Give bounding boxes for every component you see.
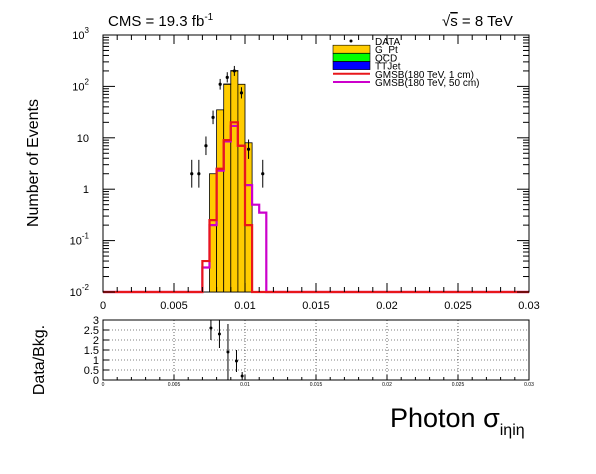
ratio-y-tick-label: 0: [93, 375, 99, 387]
x-tick-label: 0.005: [160, 300, 188, 312]
ratio-x-tick-label: 0.015: [310, 382, 323, 388]
data-point: [239, 87, 244, 99]
x-tick-label: 0: [100, 300, 106, 312]
svg-text:GMSB(180 TeV, 1 cm): GMSB(180 TeV, 1 cm): [375, 70, 474, 81]
legend-entry: DATA: [349, 37, 401, 48]
bar-g-pt: [223, 83, 232, 293]
y-tick-label: 10-2: [70, 283, 90, 299]
data-point: [246, 139, 251, 159]
ratio-x-tick-label: 0: [102, 382, 105, 388]
ratio-x-tick-label: 0.01: [240, 382, 250, 388]
signal-1cm-line: [103, 121, 529, 294]
ratio-y-tick-label: 2: [93, 335, 99, 347]
data-point: [197, 159, 201, 188]
ratio-point: [234, 350, 238, 372]
y-tick-label: 10: [77, 133, 89, 145]
data-point: [204, 136, 208, 156]
ratio-y-tick-label: 1: [93, 355, 99, 367]
data-point: [232, 65, 236, 76]
signal-50cm-line: [103, 124, 529, 294]
y-tick-label: 103: [72, 26, 89, 42]
data-point: [211, 110, 215, 125]
ratio-x-tick-label: 0.025: [452, 382, 465, 388]
ratio-point: [209, 320, 213, 340]
svg-text:GMSB(180 TeV, 50 cm): GMSB(180 TeV, 50 cm): [375, 78, 480, 89]
ratio-point: [240, 372, 244, 380]
x-tick-label: 0.025: [444, 300, 472, 312]
ratio-x-tick-label: 0.03: [524, 382, 534, 388]
bar-g-pt: [230, 70, 239, 293]
data-point: [218, 78, 222, 90]
luminosity-label: CMS = 19.3 fb-1: [108, 12, 214, 30]
data-point: [225, 72, 229, 83]
y-tick-label: 10-1: [70, 232, 90, 248]
y-axis-label: Number of Events: [25, 99, 42, 227]
svg-text:G_Pt: G_Pt: [375, 45, 398, 56]
legend-entry: GMSB(180 TeV, 50 cm): [333, 78, 480, 89]
svg-text:QCD: QCD: [375, 53, 397, 64]
ratio-point: [226, 324, 230, 380]
svg-text:DATA: DATA: [375, 37, 401, 48]
ratio-y-axis-label: Data/Bkg.: [31, 325, 48, 395]
legend-entry: TTJet: [332, 61, 401, 73]
x-tick-label: 0.01: [234, 300, 255, 312]
data-point: [190, 159, 194, 188]
legend-entry: GMSB(180 TeV, 1 cm): [333, 70, 474, 81]
ratio-y-tick-label: 0.5: [84, 365, 99, 377]
x-axis-label: Photon σiηiη: [390, 403, 525, 439]
x-tick-label: 0.03: [518, 300, 539, 312]
x-tick-label: 0.015: [302, 300, 330, 312]
ratio-panel: Data/Bkg. 0 0.005 0.01 0.015 0.02 0.025 0.03 00…: [31, 315, 534, 395]
ratio-x-tick-label: 0.02: [382, 382, 392, 388]
ratio-y-tick-label: 1.5: [84, 345, 99, 357]
data-point: [261, 159, 265, 188]
y-tick-label: 1: [83, 184, 89, 196]
ratio-y-tick-label: 3: [93, 315, 99, 327]
x-tick-label: 0.02: [376, 300, 397, 312]
ratio-y-tick-label: 2.5: [84, 325, 99, 337]
energy-label: √s = 8 TeV: [442, 13, 513, 30]
main-panel: Number of Events 0 0.005 0.01 0.015 0.02 0.02…: [25, 26, 540, 312]
svg-text:TTJet: TTJet: [375, 62, 401, 73]
ratio-point: [217, 320, 221, 348]
ratio-x-tick-label: 0.005: [168, 382, 181, 388]
y-tick-label: 102: [72, 77, 89, 93]
